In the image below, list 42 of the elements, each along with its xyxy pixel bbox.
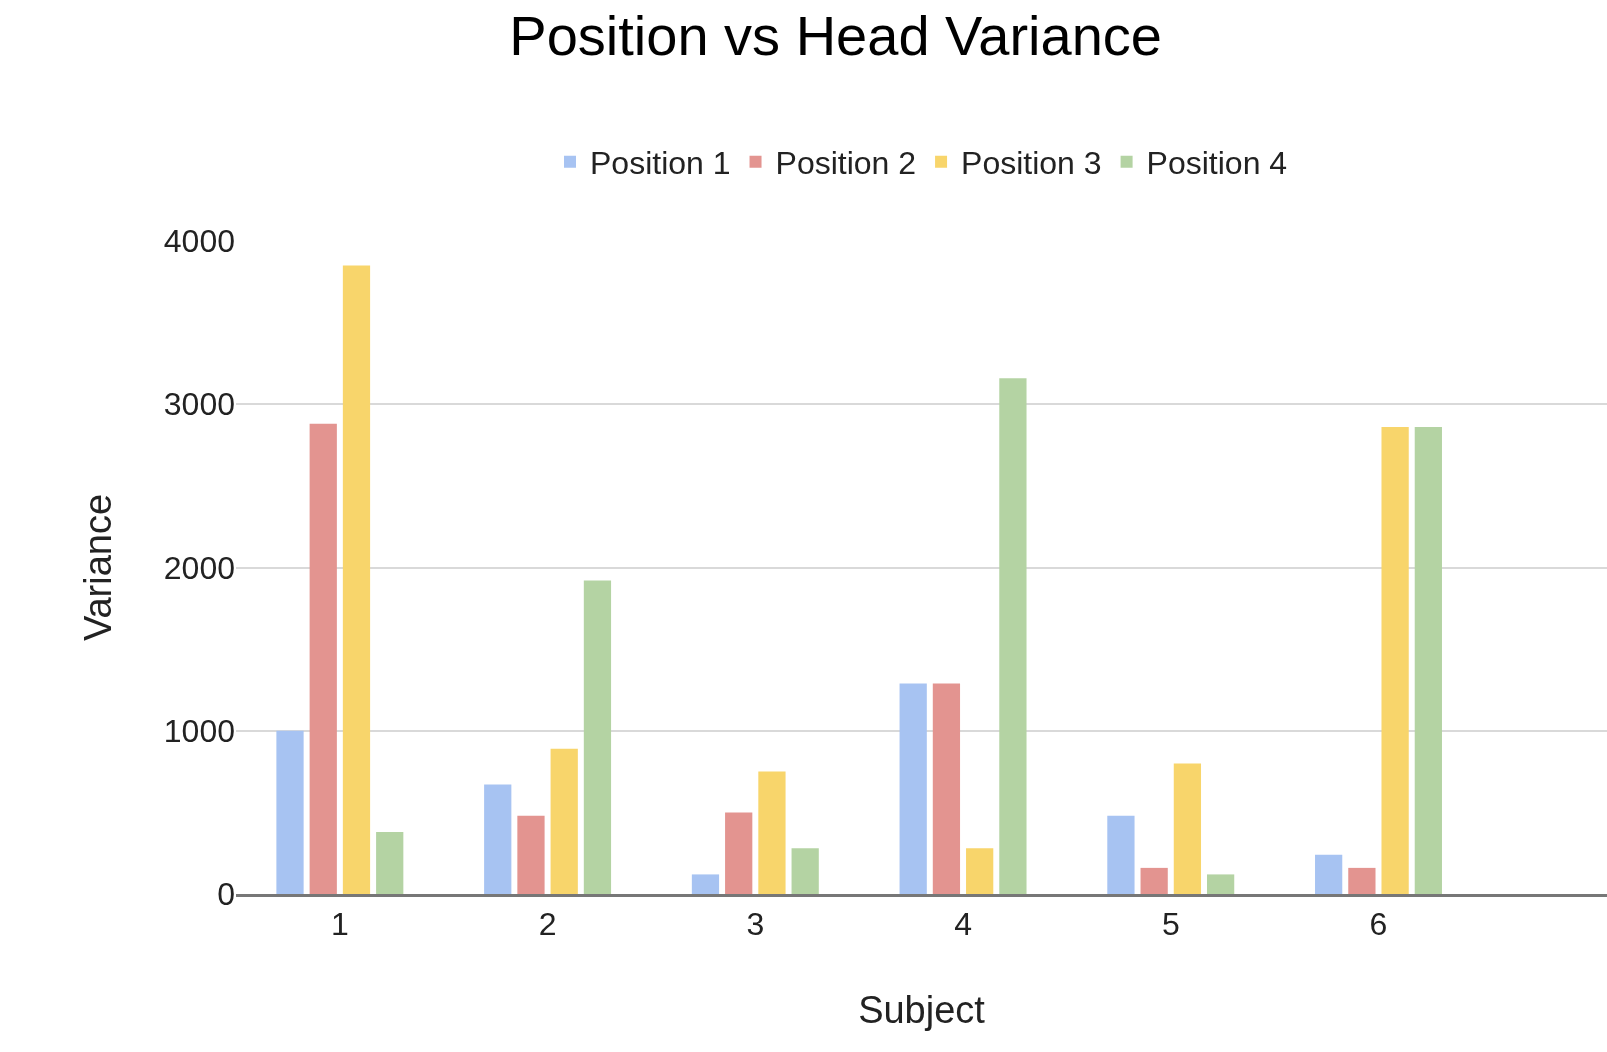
bar (1140, 867, 1168, 894)
bar (1173, 763, 1202, 894)
bar (276, 730, 304, 894)
bar (309, 423, 337, 894)
y-tick-label: 1000 (163, 712, 235, 749)
bar (899, 683, 927, 894)
legend-label: Position 2 (775, 145, 917, 182)
chart-title: Position vs Head Variance (509, 3, 1162, 67)
y-axis-title: Variance (77, 493, 120, 642)
bar (342, 265, 371, 894)
x-tick-label: 5 (1161, 906, 1180, 943)
bar (1414, 427, 1442, 894)
bar (999, 378, 1027, 894)
bar (1315, 854, 1343, 894)
bar (484, 784, 512, 894)
bar (517, 815, 545, 894)
y-tick-label: 4000 (163, 223, 235, 260)
bar (583, 580, 612, 894)
x-tick-label: 4 (954, 906, 972, 943)
bar (1381, 427, 1409, 894)
x-tick-label: 6 (1369, 906, 1388, 943)
bar (691, 874, 720, 894)
x-tick-label: 1 (330, 906, 349, 943)
x-tick-label: 3 (746, 906, 765, 943)
bar (550, 748, 578, 894)
bar (1107, 815, 1135, 894)
bar (966, 848, 994, 894)
legend-label: Position 1 (590, 145, 731, 182)
y-tick-label: 2000 (163, 549, 235, 586)
x-tick-label: 2 (538, 906, 557, 943)
bar (1348, 867, 1376, 894)
legend-label: Position 3 (961, 145, 1102, 182)
y-tick-label: 0 (217, 876, 235, 913)
bar (725, 812, 753, 894)
y-tick-label: 3000 (163, 386, 235, 423)
bar (932, 683, 961, 894)
bar (758, 771, 786, 894)
x-axis-title: Subject (858, 988, 986, 1031)
legend-label: Position 4 (1146, 145, 1288, 182)
bar (1207, 874, 1235, 894)
bar (791, 848, 819, 894)
bar (376, 831, 404, 894)
